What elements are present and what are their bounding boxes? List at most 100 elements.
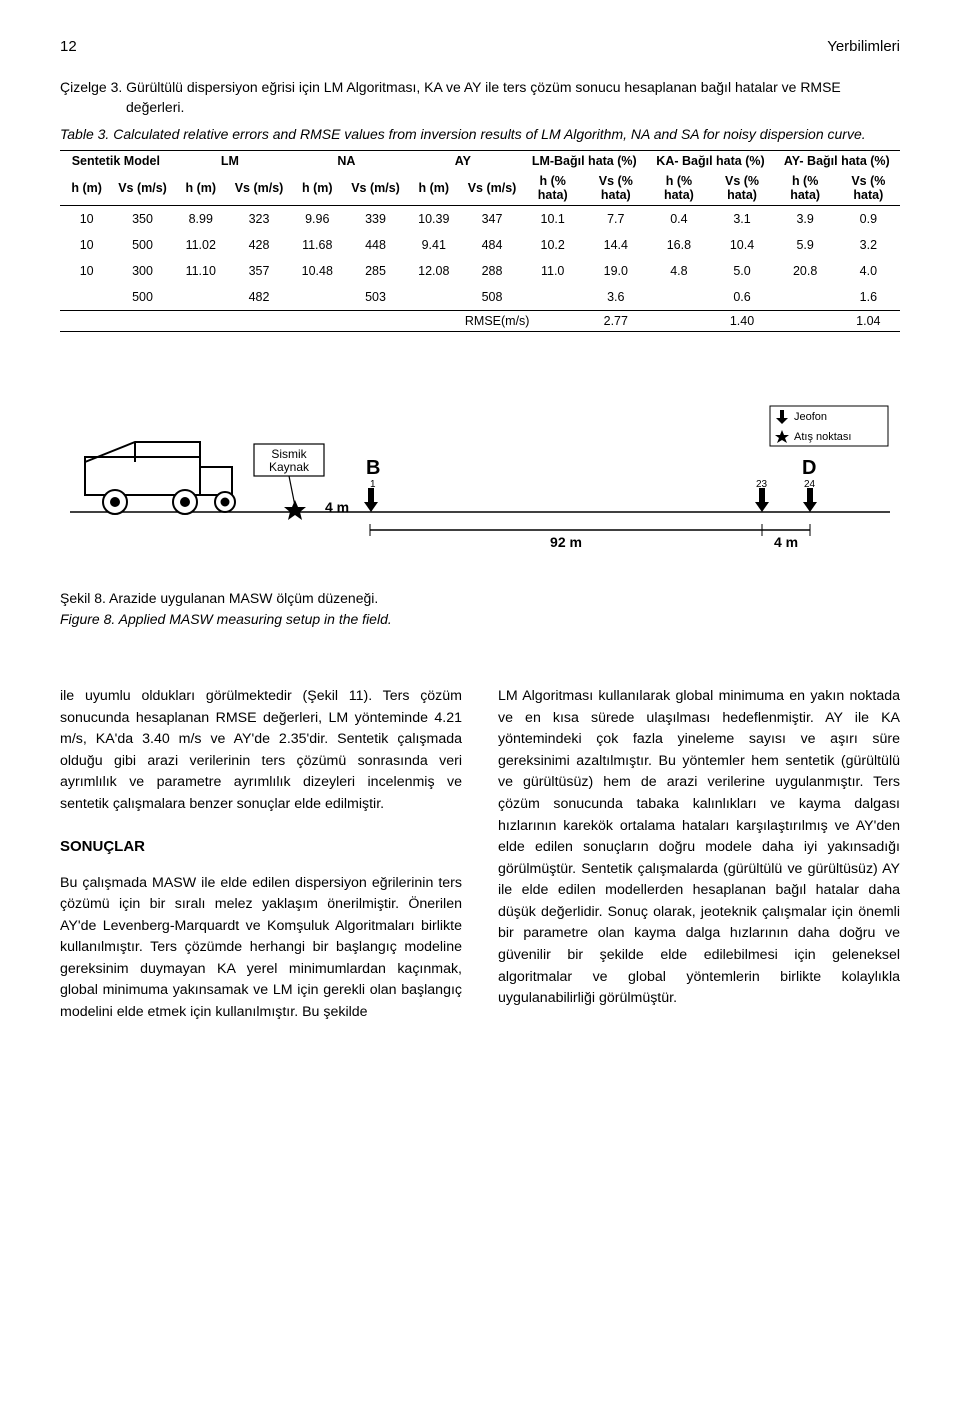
rmse-label: RMSE(m/s) <box>463 310 521 331</box>
fig-label-d: D <box>802 457 816 479</box>
sub-vs: Vs (m/s) <box>346 171 404 206</box>
table-cell: 0.6 <box>710 284 773 311</box>
table-cell: 7.7 <box>584 205 647 232</box>
figure8-caption-tr: Şekil 8. Arazide uygulanan MASW ölçüm dü… <box>60 588 900 609</box>
figure8-caption-en: Figure 8. Applied MASW measuring setup i… <box>60 609 900 630</box>
legend-jeofon: Jeofon <box>794 411 827 423</box>
sub-vh: Vs (% hata) <box>584 171 647 206</box>
fig-label-b: B <box>366 457 380 479</box>
th-ay-err: AY- Bağıl hata (%) <box>774 150 900 171</box>
arrow-24-icon <box>803 488 817 512</box>
figure8-caption: Şekil 8. Arazide uygulanan MASW ölçüm dü… <box>60 588 900 630</box>
table-cell: 19.0 <box>584 258 647 284</box>
table-cell <box>774 284 837 311</box>
table-cell: 350 <box>113 205 171 232</box>
table-cell: 0.4 <box>647 205 710 232</box>
table-cell: 4.0 <box>837 258 900 284</box>
sub-h: h (m) <box>405 171 463 206</box>
arrow-23-icon <box>755 488 769 512</box>
table-cell: 4.8 <box>647 258 710 284</box>
table-cell: 285 <box>346 258 404 284</box>
table-cell: 10.39 <box>405 205 463 232</box>
table-cell: 428 <box>230 232 288 258</box>
sub-vh: Vs (% hata) <box>837 171 900 206</box>
sub-h: h (m) <box>60 171 113 206</box>
table-cell: 3.9 <box>774 205 837 232</box>
table-cell: 12.08 <box>405 258 463 284</box>
sub-vs: Vs (m/s) <box>230 171 288 206</box>
sub-hh: h (% hata) <box>521 171 584 206</box>
fig-92m: 92 m <box>550 534 582 550</box>
table-cell: 288 <box>463 258 521 284</box>
table-cell: 10.48 <box>288 258 346 284</box>
arrow-b-icon <box>364 488 378 512</box>
table-cell: 3.6 <box>584 284 647 311</box>
table-row: 103508.993239.9633910.3934710.17.70.43.1… <box>60 205 900 232</box>
table-cell: 482 <box>230 284 288 311</box>
page-number: 12 <box>60 38 77 55</box>
sub-hh: h (% hata) <box>774 171 837 206</box>
legend-atis: Atış noktası <box>794 431 851 443</box>
th-ka-err: KA- Bağıl hata (%) <box>647 150 773 171</box>
table-cell: 347 <box>463 205 521 232</box>
rmse-v0: 2.77 <box>584 310 647 331</box>
th-ay: AY <box>405 150 522 171</box>
sismik-label-2: Kaynak <box>269 460 310 474</box>
table3: Sentetik Model LM NA AY LM-Bağıl hata (%… <box>60 150 900 332</box>
table-cell <box>288 284 346 311</box>
table3-caption-tr: Çizelge 3. Gürültülü dispersiyon eğrisi … <box>60 77 900 118</box>
rmse-v2: 1.04 <box>837 310 900 331</box>
fig-4m-a: 4 m <box>325 499 349 515</box>
table-cell: 14.4 <box>584 232 647 258</box>
body-right: LM Algoritması kullanılarak global minim… <box>498 672 900 1038</box>
th-lm: LM <box>172 150 289 171</box>
table-cell: 10 <box>60 258 113 284</box>
sub-vs: Vs (m/s) <box>463 171 521 206</box>
table-cell: 10 <box>60 205 113 232</box>
table-row: 1030011.1035710.4828512.0828811.019.04.8… <box>60 258 900 284</box>
table-cell <box>172 284 230 311</box>
table-cell: 9.96 <box>288 205 346 232</box>
sub-h: h (m) <box>172 171 230 206</box>
table-cell: 500 <box>113 232 171 258</box>
table-cell <box>647 284 710 311</box>
table-cell <box>60 284 113 311</box>
body-left-p1: ile uyumlu oldukları görülmektedir (Şeki… <box>60 686 462 815</box>
table-cell: 20.8 <box>774 258 837 284</box>
th-model: Sentetik Model <box>60 150 172 171</box>
sub-hh: h (% hata) <box>647 171 710 206</box>
table-cell: 11.02 <box>172 232 230 258</box>
body-columns: ile uyumlu oldukları görülmektedir (Şeki… <box>60 672 900 1038</box>
table-cell: 10.1 <box>521 205 584 232</box>
table3-caption-tr-text: Gürültülü dispersiyon eğrisi için LM Alg… <box>126 79 841 115</box>
table-cell <box>521 284 584 311</box>
table-cell: 10.4 <box>710 232 773 258</box>
table-cell: 503 <box>346 284 404 311</box>
body-left-p2: Bu çalışmada MASW ile elde edilen disper… <box>60 873 462 1024</box>
table-cell: 5.0 <box>710 258 773 284</box>
table-cell: 0.9 <box>837 205 900 232</box>
table3-caption-en-text: Calculated relative errors and RMSE valu… <box>113 126 865 142</box>
journal-title: Yerbilimleri <box>827 38 900 55</box>
table-cell: 11.68 <box>288 232 346 258</box>
table-cell: 448 <box>346 232 404 258</box>
body-left: ile uyumlu oldukları görülmektedir (Şeki… <box>60 672 462 1038</box>
table-cell: 484 <box>463 232 521 258</box>
table-cell: 357 <box>230 258 288 284</box>
sub-h: h (m) <box>288 171 346 206</box>
table-cell: 500 <box>113 284 171 311</box>
section-heading: SONUÇLAR <box>60 836 462 859</box>
table-cell: 3.2 <box>837 232 900 258</box>
table-cell: 3.1 <box>710 205 773 232</box>
table-row: 500 482 503 508 3.6 0.6 1.6 <box>60 284 900 311</box>
th-lm-err: LM-Bağıl hata (%) <box>521 150 647 171</box>
table-cell: 5.9 <box>774 232 837 258</box>
table-cell: 323 <box>230 205 288 232</box>
table-row: 1050011.0242811.684489.4148410.214.416.8… <box>60 232 900 258</box>
table-cell: 10 <box>60 232 113 258</box>
table-cell: 508 <box>463 284 521 311</box>
truck-icon <box>85 442 235 514</box>
table-cell: 1.6 <box>837 284 900 311</box>
table-cell: 10.2 <box>521 232 584 258</box>
sismik-label-1: Sismik <box>271 447 307 461</box>
